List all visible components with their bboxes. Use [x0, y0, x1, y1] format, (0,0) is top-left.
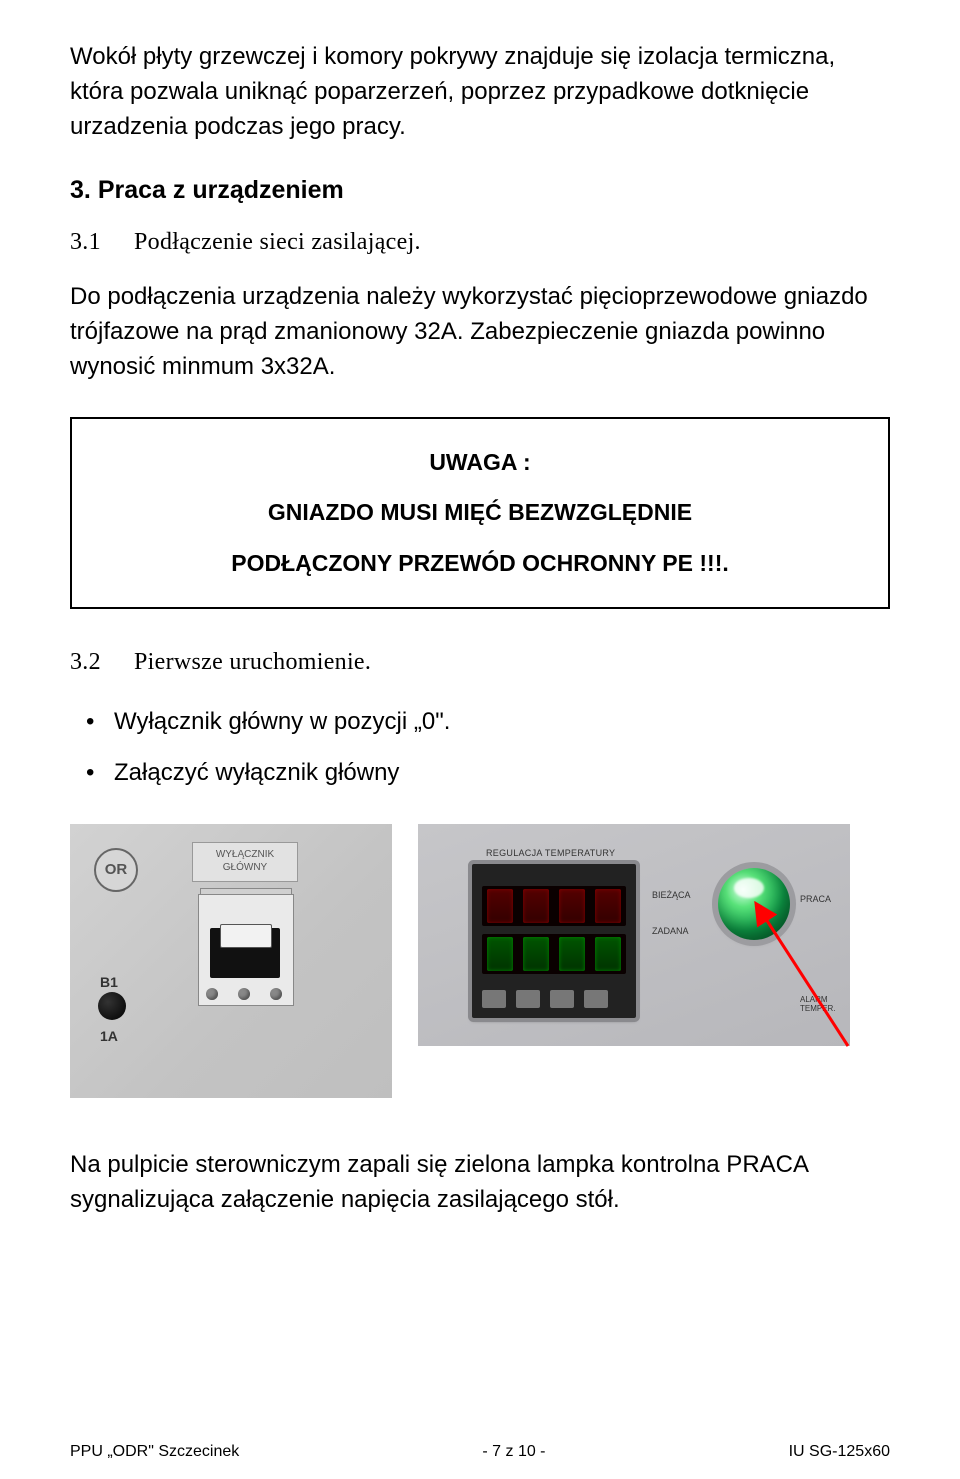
closing-paragraph: Na pulpicie sterowniczym zapali się ziel… [70, 1148, 890, 1218]
breaker-label-line2: GŁÓWNY [193, 861, 297, 874]
section-3-title: Praca z urządzeniem [98, 176, 344, 204]
seven-segment-digit [523, 889, 549, 923]
seven-segment-digit [487, 937, 513, 971]
section-3-number: 3. [70, 176, 91, 204]
paragraph-3-1: Do podłączenia urządzenia należy wykorzy… [70, 280, 890, 384]
fuse-label-1a: 1A [100, 1028, 118, 1044]
controller-button [584, 990, 608, 1008]
terminal-screw-1 [206, 988, 218, 1000]
photo-breaker-panel: OR WYŁĄCZNIK GŁÓWNY B1 1A [70, 824, 392, 1098]
subsection-3-1-number: 3.1 [70, 229, 112, 256]
subsection-3-2-heading: 3.2 Pierwsze uruchomienie. [70, 649, 890, 676]
controller-button [482, 990, 506, 1008]
controller-button-row [482, 990, 608, 1008]
subsection-3-2-title: Pierwsze uruchomienie. [134, 649, 371, 676]
label-praca: PRACA [800, 894, 831, 904]
label-regulacja: REGULACJA TEMPERATURY [486, 848, 615, 858]
page-footer: PPU „ODR" Szczecinek - 7 z 10 - IU SG-12… [70, 1443, 890, 1461]
display-current-temp [482, 886, 626, 926]
seven-segment-digit [487, 889, 513, 923]
manufacturer-logo: OR [94, 848, 138, 892]
subsection-3-2-number: 3.2 [70, 649, 112, 676]
lamp-glare [734, 878, 764, 898]
breaker-switch-knob [220, 924, 272, 948]
photo-control-panel: REGULACJA TEMPERATURY [418, 824, 850, 1046]
section-3-heading: 3. Praca z urządzeniem [70, 176, 890, 205]
warning-line-3: PODŁĄCZONY PRZEWÓD OCHRONNY PE !!!. [82, 538, 878, 589]
subsection-3-1-heading: 3.1 Podłączenie sieci zasilającej. [70, 229, 890, 256]
bullet-item-2: Załączyć wyłącznik główny [70, 751, 890, 794]
bullet-item-1: Wyłącznik główny w pozycji „0". [70, 700, 890, 743]
seven-segment-digit [595, 937, 621, 971]
callout-arrow-icon [758, 910, 858, 1050]
terminal-screw-3 [270, 988, 282, 1000]
footer-left: PPU „ODR" Szczecinek [70, 1443, 239, 1461]
document-page: Wokół płyty grzewczej i komory pokrywy z… [0, 0, 960, 1479]
warning-line-2: GNIAZDO MUSI MIĘĆ BEZWZGLĘDNIE [82, 487, 878, 538]
subsection-3-1-title: Podłączenie sieci zasilającej. [134, 229, 421, 256]
seven-segment-digit [595, 889, 621, 923]
warning-line-1: UWAGA : [82, 437, 878, 488]
label-zadana: ZADANA [652, 926, 689, 936]
label-biezaca: BIEŻĄCA [652, 890, 691, 900]
logo-text: OR [105, 861, 128, 878]
seven-segment-digit [523, 937, 549, 971]
breaker-label-plate: WYŁĄCZNIK GŁÓWNY [192, 842, 298, 882]
temperature-controller [472, 864, 636, 1018]
controller-button [516, 990, 540, 1008]
terminal-screw-2 [238, 988, 250, 1000]
footer-center: - 7 z 10 - [482, 1443, 545, 1461]
breaker-label-line1: WYŁĄCZNIK [193, 848, 297, 861]
seven-segment-digit [559, 889, 585, 923]
intro-paragraph: Wokół płyty grzewczej i komory pokrywy z… [70, 40, 890, 144]
photo-row: OR WYŁĄCZNIK GŁÓWNY B1 1A REGULACJA TEMP… [70, 824, 890, 1098]
fuse-label-b1: B1 [100, 974, 118, 990]
seven-segment-digit [559, 937, 585, 971]
bullet-list: Wyłącznik główny w pozycji „0". Załączyć… [70, 700, 890, 794]
display-set-temp [482, 934, 626, 974]
fuse-holder [98, 992, 126, 1020]
footer-right: IU SG-125x60 [789, 1443, 890, 1461]
warning-box: UWAGA : GNIAZDO MUSI MIĘĆ BEZWZGLĘDNIE P… [70, 417, 890, 609]
controller-button [550, 990, 574, 1008]
